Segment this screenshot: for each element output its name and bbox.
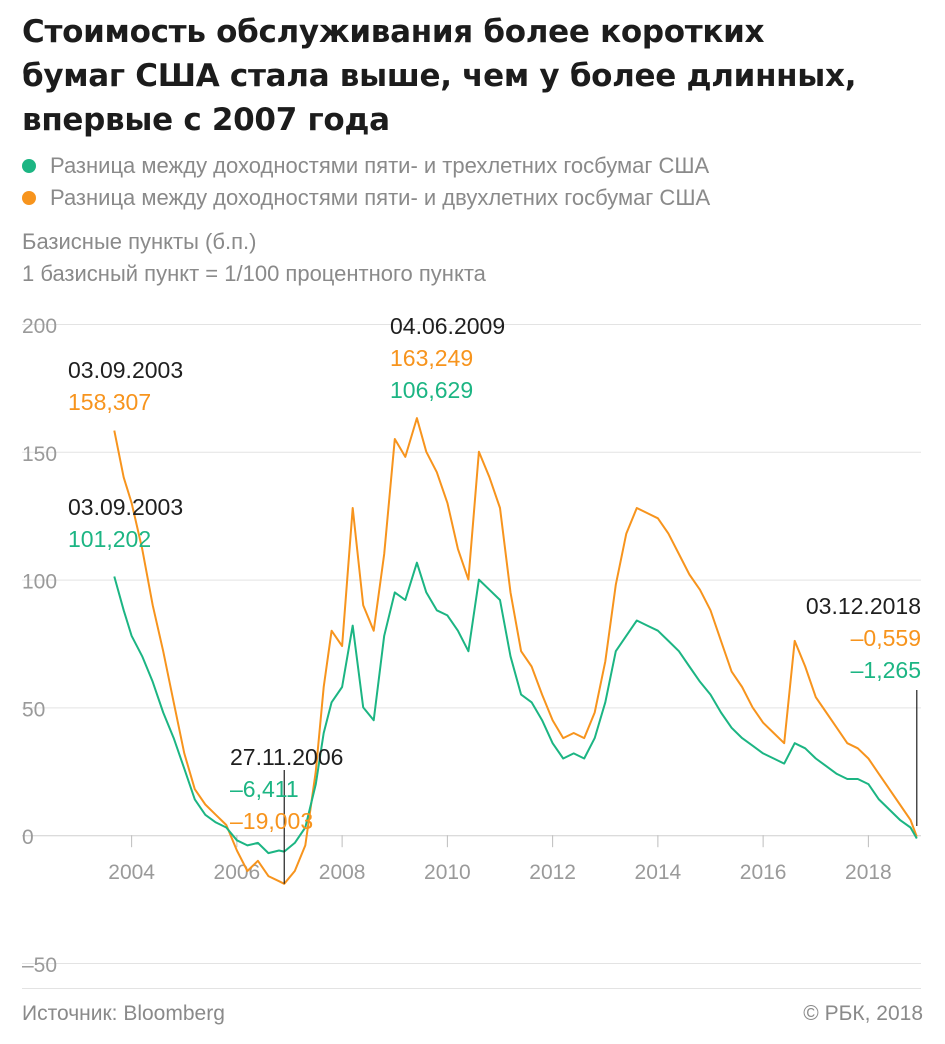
y-tick-label: –50 — [22, 954, 57, 977]
annotation-value-2018-green: –1,265 — [851, 657, 921, 683]
legend-label-5y-2y: Разница между доходностями пяти- и двухл… — [50, 185, 711, 210]
chart-title: Стоимость обслуживания более коротких бу… — [22, 10, 932, 142]
copyright-note: © РБК, 2018 — [803, 1002, 923, 1025]
annotation-date-2009: 04.06.2009 — [390, 313, 505, 339]
annotation-value-2009-orange: 163,249 — [390, 345, 473, 371]
y-tick-label: 150 — [22, 443, 57, 466]
title-line-2: бумаг США стала выше, чем у более длинны… — [22, 58, 857, 94]
y-tick-label: 200 — [22, 315, 57, 338]
y-tick-label: 0 — [22, 826, 34, 849]
annotation-value-2003-green: 101,202 — [68, 526, 151, 552]
legend-dot-orange-icon — [22, 191, 36, 205]
annotation-value-2003-orange: 158,307 — [68, 389, 151, 415]
annotation-value-2006-green: –6,411 — [230, 776, 299, 802]
x-tick-label: 2006 — [214, 861, 261, 884]
annotation-date-2003-orange: 03.09.2003 — [68, 357, 183, 383]
title-line-1: Стоимость обслуживания более коротких — [22, 14, 765, 50]
y-tick-label: 100 — [22, 571, 57, 594]
legend-label-5y-3y: Разница между доходностями пяти- и трехл… — [50, 153, 710, 178]
annotation-value-2009-green: 106,629 — [390, 377, 473, 403]
source-note: Источник: Bloomberg — [22, 1002, 225, 1025]
legend-item-5y-3y: Разница между доходностями пяти- и трехл… — [22, 150, 710, 182]
x-tick-label: 2016 — [740, 861, 787, 884]
units-line-1: Базисные пункты (б.п.) — [22, 229, 257, 254]
x-tick-label: 2004 — [108, 861, 155, 884]
series-line-green — [113, 561, 918, 855]
x-tick-label: 2014 — [635, 861, 682, 884]
legend: Разница между доходностями пяти- и трехл… — [22, 150, 710, 214]
annotation-value-2018-orange: –0,559 — [851, 625, 921, 651]
annotation-date-2018: 03.12.2018 — [806, 593, 921, 619]
x-tick-label: 2010 — [424, 861, 471, 884]
x-tick-label: 2012 — [529, 861, 576, 884]
annotation-date-2006: 27.11.2006 — [230, 744, 343, 770]
legend-dot-green-icon — [22, 159, 36, 173]
title-line-3: впервые с 2007 года — [22, 102, 390, 138]
legend-item-5y-2y: Разница между доходностями пяти- и двухл… — [22, 182, 710, 214]
x-tick-label: 2008 — [319, 861, 366, 884]
annotation-value-2006-orange: –19,003 — [230, 808, 313, 834]
annotation-date-2003-green: 03.09.2003 — [68, 494, 183, 520]
x-tick-label: 2018 — [845, 861, 892, 884]
footer: Источник: Bloomberg © РБК, 2018 — [22, 1002, 923, 1026]
y-tick-label: 50 — [22, 698, 45, 721]
series-line-orange — [113, 417, 918, 885]
units-line-2: 1 базисный пункт = 1/100 процентного пун… — [22, 261, 486, 286]
units-note: Базисные пункты (б.п.) 1 базисный пункт … — [22, 226, 486, 290]
